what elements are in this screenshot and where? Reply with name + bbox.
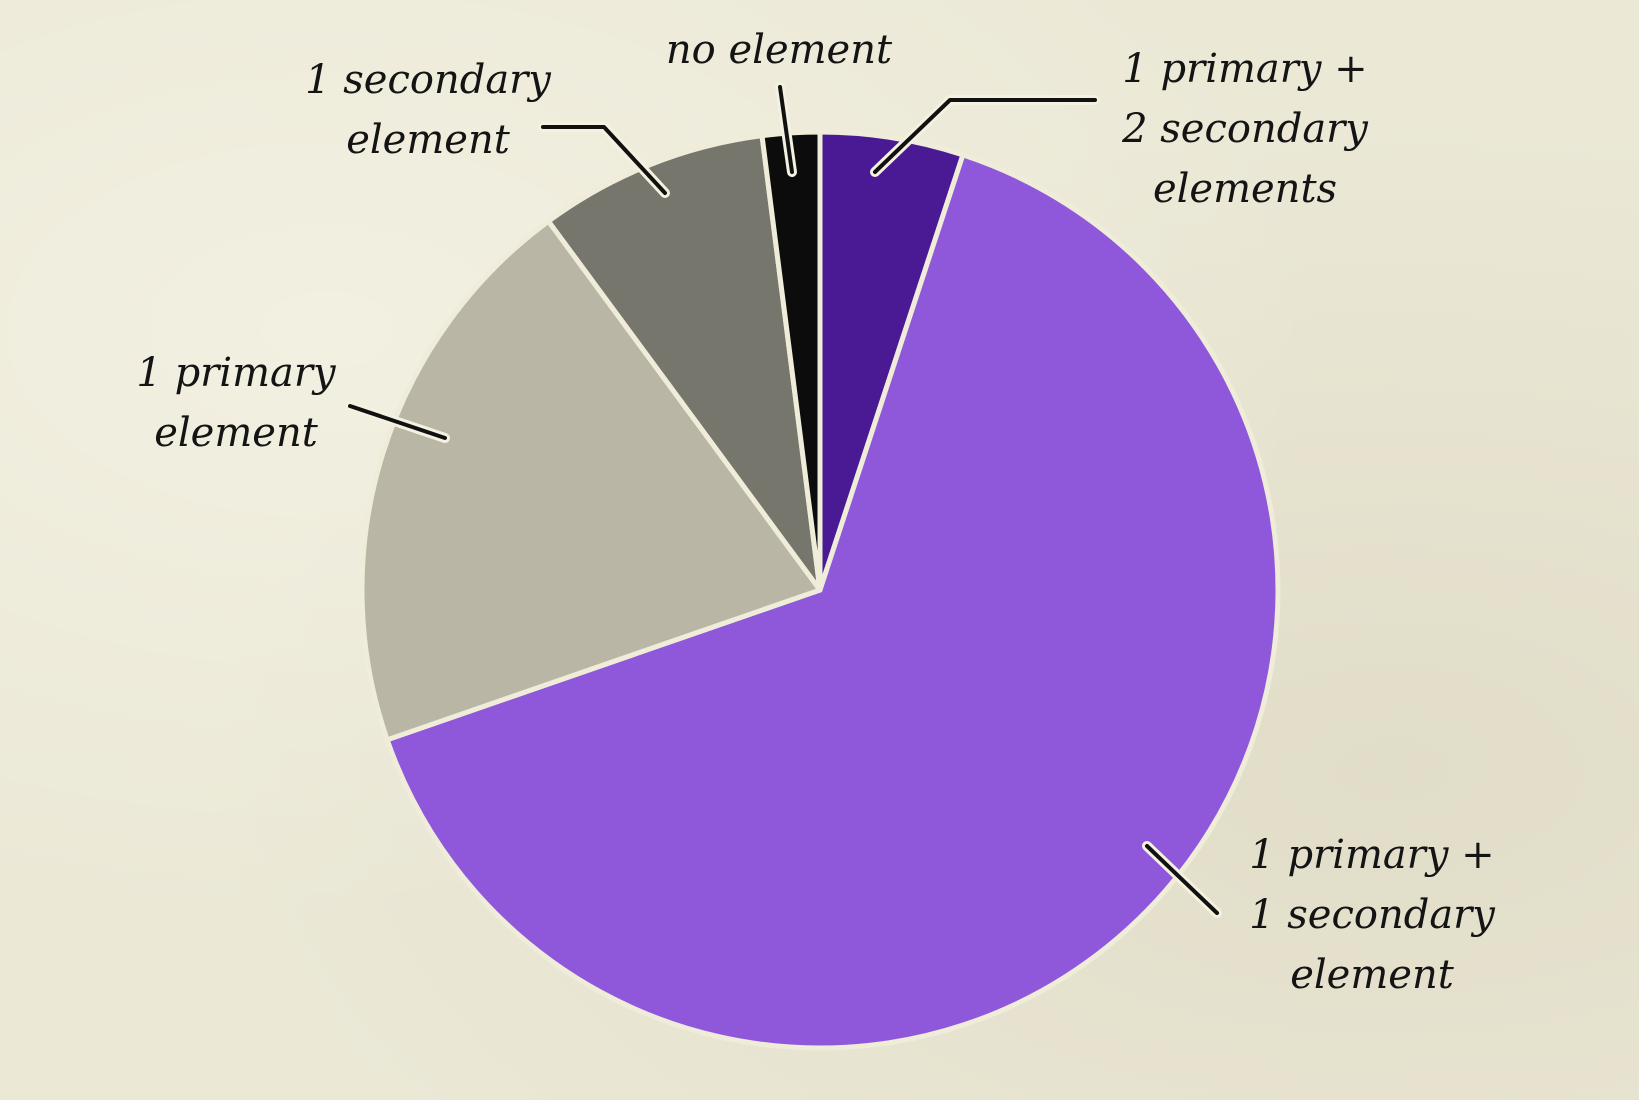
- pie-slice-3: [545, 133, 823, 593]
- leader-line-1: [1145, 844, 1219, 915]
- slice-label-line: 1 secondary: [1249, 892, 1496, 938]
- leader-line-0: [873, 98, 1097, 174]
- slice-label-line: element: [346, 117, 511, 163]
- slice-label-line: element: [154, 410, 319, 456]
- slices-layer: [359, 129, 1281, 1051]
- leaders-layer: [345, 82, 1222, 918]
- slice-label-0: 1 primary + 2 secondary elements: [1121, 46, 1369, 212]
- pie-slice-1: [384, 152, 1281, 1051]
- pie-slice-2: [359, 218, 823, 743]
- slice-label-line: element: [1290, 952, 1455, 998]
- slice-label-1: 1 primary + 1 secondary element: [1249, 832, 1496, 998]
- slice-label-3: 1 secondary element: [305, 57, 552, 163]
- leader-line-4: [778, 85, 794, 174]
- slice-label-2: 1 primary element: [136, 350, 337, 456]
- slice-label-line: 2 secondary: [1121, 106, 1369, 152]
- leader-line-2: [348, 404, 447, 440]
- slice-label-4: no element: [666, 27, 893, 73]
- slice-label-line: 1 primary +: [1249, 832, 1494, 878]
- slice-label-line: 1 primary +: [1122, 46, 1367, 92]
- leader-line-3: [541, 125, 667, 195]
- slice-label-line: no element: [666, 27, 893, 73]
- slice-label-line: 1 secondary: [305, 57, 552, 103]
- slice-label-line: elements: [1153, 166, 1337, 212]
- slice-label-line: 1 primary: [136, 350, 337, 396]
